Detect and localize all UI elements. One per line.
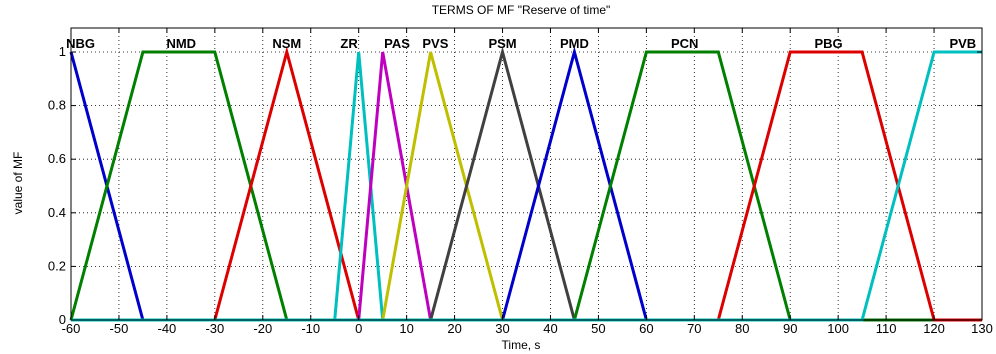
series-layer xyxy=(69,46,982,322)
series-line-pvs xyxy=(71,51,982,322)
chart-title: TERMS OF MF "Reserve of time" xyxy=(432,3,611,17)
series-line-pvb xyxy=(71,50,982,322)
x-tick-label: 40 xyxy=(543,321,557,336)
series-line-pcn xyxy=(71,50,982,322)
series-line-pbg xyxy=(71,50,982,322)
term-label-pvb: PVB xyxy=(949,36,976,51)
x-tick-label: 80 xyxy=(735,321,749,336)
term-label-pvs: PVS xyxy=(422,36,448,51)
term-label-pbg: PBG xyxy=(814,36,842,51)
x-tick-label: 0 xyxy=(355,321,362,336)
series-line-nmd xyxy=(69,50,982,322)
x-tick-label: 30 xyxy=(495,321,509,336)
term-label-nsm: NSM xyxy=(272,36,301,51)
x-tick-label: -10 xyxy=(301,321,320,336)
term-label-psm: PSM xyxy=(488,36,516,51)
y-tick-label: 0 xyxy=(59,312,66,327)
term-label-zr: ZR xyxy=(340,36,358,51)
grid-lines xyxy=(71,28,982,320)
y-tick-label: 0.8 xyxy=(48,98,66,113)
x-tick-label: -20 xyxy=(253,321,272,336)
x-tick-label: 50 xyxy=(591,321,605,336)
series-line-pmd xyxy=(71,46,982,322)
term-label-pas: PAS xyxy=(384,36,410,51)
term-label-pcn: PCN xyxy=(671,36,698,51)
series-line-pas xyxy=(71,51,982,322)
x-tick-label: 20 xyxy=(447,321,461,336)
x-tick-label: -50 xyxy=(110,321,129,336)
plot-frame xyxy=(70,27,983,321)
y-tick-label: 1 xyxy=(59,44,66,59)
series-line-psm xyxy=(71,46,982,322)
y-tick-label: 0.4 xyxy=(48,205,66,220)
y-tick-label: 0.2 xyxy=(48,258,66,273)
term-label-nbg: NBG xyxy=(66,36,95,51)
x-tick-label: 110 xyxy=(876,321,897,336)
x-tick-label: 100 xyxy=(827,321,849,336)
x-tick-label: -30 xyxy=(205,321,224,336)
y-tick-label: 0.6 xyxy=(48,151,66,166)
x-tick-label: -60 xyxy=(62,321,81,336)
axis-ticks: -60 -50 -40 -30 -20 -10 0 10 20 30 40 50 60 70 80 90 100… xyxy=(48,28,993,336)
x-tick-label: 90 xyxy=(783,321,797,336)
term-labels: NBG NMD NSM ZR PAS PVS PSM PMD PCN PBG PVB xyxy=(66,36,976,51)
term-label-nmd: NMD xyxy=(166,36,196,51)
x-tick-label: 120 xyxy=(923,321,945,336)
term-label-pmd: PMD xyxy=(560,36,589,51)
x-tick-label: 130 xyxy=(971,321,993,336)
y-axis-label: value of MF xyxy=(11,152,25,215)
series-line-zr xyxy=(71,51,982,322)
x-tick-label: 70 xyxy=(687,321,701,336)
series-line-nsm xyxy=(71,46,982,322)
x-tick-label: 10 xyxy=(399,321,413,336)
x-tick-label: -40 xyxy=(157,321,176,336)
x-tick-label: 60 xyxy=(639,321,653,336)
x-axis-label: Time, s xyxy=(502,338,541,352)
series-line-nbg xyxy=(69,51,982,322)
